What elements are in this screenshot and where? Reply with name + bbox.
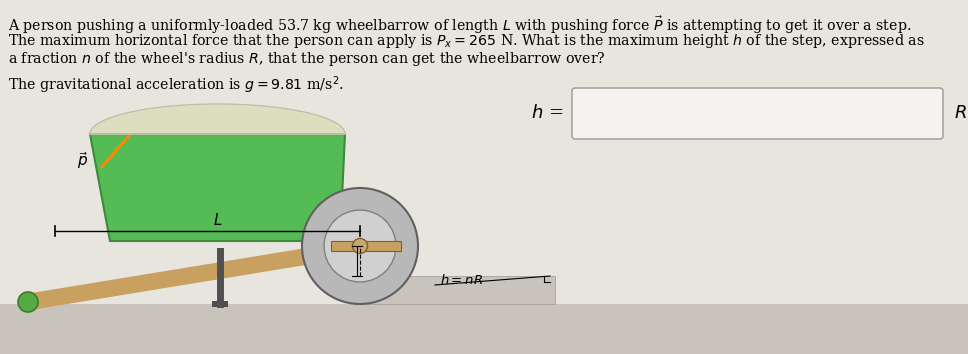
Text: a fraction $n$ of the wheel's radius $R$, that the person can get the wheelbarro: a fraction $n$ of the wheel's radius $R$… <box>8 50 606 68</box>
Text: $h$ =: $h$ = <box>530 104 563 122</box>
FancyBboxPatch shape <box>572 88 943 139</box>
Text: A person pushing a uniformly-loaded 53.7 kg wheelbarrow of length $L$ with pushi: A person pushing a uniformly-loaded 53.7… <box>8 14 911 36</box>
Text: The gravitational acceleration is $g = 9.81$ m/s$^2$.: The gravitational acceleration is $g = 9… <box>8 74 344 96</box>
Bar <box>0 304 968 354</box>
Polygon shape <box>90 104 345 134</box>
Text: $h = nR$: $h = nR$ <box>440 273 483 287</box>
Text: $R$: $R$ <box>954 104 967 122</box>
Text: $R$: $R$ <box>287 254 297 268</box>
Bar <box>355 276 555 304</box>
Circle shape <box>324 210 396 282</box>
Text: $\vec{p}$: $\vec{p}$ <box>76 150 88 171</box>
Circle shape <box>18 292 38 312</box>
Text: $L$: $L$ <box>213 212 223 228</box>
Text: The maximum horizontal force that the person can apply is $P_x = 265$ N. What is: The maximum horizontal force that the pe… <box>8 32 924 50</box>
Bar <box>331 241 401 251</box>
Polygon shape <box>90 134 345 241</box>
Circle shape <box>302 188 418 304</box>
Circle shape <box>352 239 368 253</box>
Bar <box>212 301 228 307</box>
